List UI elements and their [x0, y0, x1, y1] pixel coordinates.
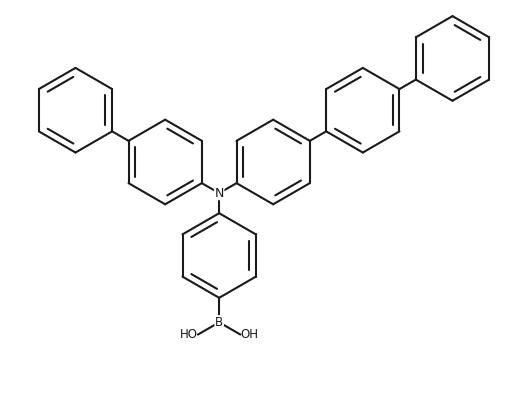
Text: B: B — [215, 316, 223, 329]
Text: HO: HO — [180, 328, 198, 341]
Text: OH: OH — [240, 328, 258, 341]
Text: N: N — [214, 187, 224, 200]
